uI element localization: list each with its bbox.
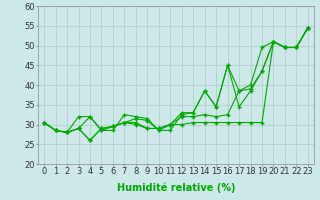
X-axis label: Humidité relative (%): Humidité relative (%) <box>117 182 235 193</box>
